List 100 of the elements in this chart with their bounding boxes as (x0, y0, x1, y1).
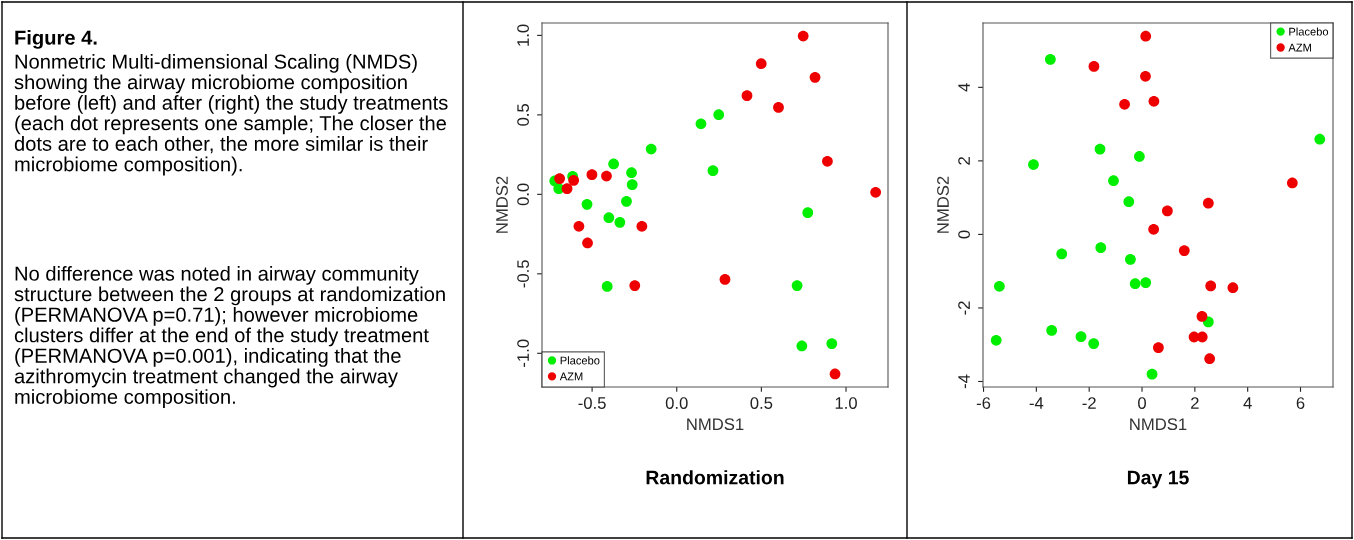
point (603, 212, 615, 224)
point (581, 198, 593, 210)
point (645, 143, 657, 155)
x-tick-label: 2 (1191, 397, 1199, 409)
y-tick-label: 1.0 (517, 24, 529, 46)
point (554, 173, 565, 184)
point (1129, 278, 1141, 290)
point (1205, 280, 1217, 292)
point (741, 90, 753, 102)
point (1108, 175, 1119, 187)
y-tick-label: -0.5 (517, 260, 529, 288)
point (1153, 342, 1164, 354)
point (586, 169, 598, 181)
y-tick-label: -4 (958, 374, 970, 389)
y-axis-title: NMDS2 (496, 176, 508, 233)
point (796, 340, 808, 352)
point (773, 102, 784, 113)
point (1202, 197, 1214, 209)
x-tick-label: 0.0 (665, 397, 688, 409)
caption: Figure 4. (15, 30, 97, 49)
legend-label: AZM (1288, 43, 1311, 52)
point (573, 220, 585, 232)
y-tick-label: 4 (958, 83, 970, 92)
x-tick-label: -0.5 (578, 397, 606, 409)
x-tick-label: 6 (1296, 397, 1305, 409)
point (561, 183, 573, 195)
point (1088, 338, 1100, 349)
point (1148, 223, 1160, 235)
point (791, 280, 803, 291)
point (626, 179, 638, 191)
point (826, 338, 838, 349)
point (582, 237, 593, 249)
legend-label: Placebo (560, 356, 600, 365)
point (1046, 325, 1058, 336)
point (1227, 282, 1239, 294)
point (994, 280, 1005, 292)
text: No difference was noted in airway community structure between the 2 groups at randomization (PERMANOVA p=0.71); however microbiome clusters differ at the end of the study treatment (PERMANOVA p=0.001), indicating that the azithromycin treatment changed the airway microbiome composition. (14, 266, 445, 408)
point (1314, 133, 1326, 145)
point (636, 220, 648, 232)
point (1088, 61, 1100, 72)
x-tick-label: 4 (1243, 397, 1252, 409)
point (1044, 54, 1056, 65)
text: Day 15 (1127, 470, 1189, 489)
point (1125, 254, 1136, 265)
point (1140, 30, 1152, 42)
point (990, 334, 1002, 346)
legend-label: Placebo (1289, 27, 1329, 36)
point (695, 118, 707, 130)
point (626, 167, 637, 179)
point (809, 71, 821, 83)
x-tick-label: -4 (1029, 397, 1044, 409)
point (601, 281, 613, 292)
point (1095, 242, 1107, 254)
point (621, 195, 632, 207)
text: Randomization (646, 470, 784, 485)
point (1286, 177, 1298, 189)
x-axis-title: NMDS1 (687, 418, 744, 431)
point (601, 170, 612, 182)
point (1123, 196, 1135, 208)
text: Nonmetric Multi-dimensional Scaling (NMDS) showing the airway microbiome composition before (left) and after (right) the study treatments (each dot represents one sample; The closer the dots are to each other, the more similar is their microbiome composition). (14, 54, 448, 176)
y-tick-label: -1.0 (517, 339, 529, 367)
point (719, 274, 731, 285)
point (1134, 151, 1145, 162)
point (1178, 245, 1190, 256)
point (713, 109, 725, 121)
point (1119, 98, 1130, 110)
legend-label: AZM (559, 372, 583, 381)
point (755, 58, 767, 70)
x-tick-label: -2 (1082, 397, 1096, 409)
x-axis-title: NMDS1 (1130, 418, 1187, 431)
point (870, 186, 882, 198)
y-tick-label: -2 (958, 301, 970, 315)
point (802, 207, 814, 219)
point (629, 280, 641, 291)
y-tick-label: 2 (958, 157, 970, 165)
point (1094, 143, 1106, 155)
x-tick-label: 0.5 (750, 397, 773, 409)
point (608, 158, 619, 170)
y-axis-title: NMDS2 (937, 176, 949, 233)
y-tick-label: 0.0 (517, 183, 529, 206)
x-tick-label: 0 (1138, 397, 1146, 409)
point (1204, 353, 1216, 365)
point (1056, 248, 1068, 260)
point (1148, 95, 1160, 107)
point (568, 174, 580, 186)
x-tick-label: 1.0 (835, 397, 857, 409)
y-tick-label: 0.5 (517, 103, 529, 126)
point (1140, 70, 1151, 82)
point (822, 155, 833, 167)
x-tick-label: -6 (976, 397, 991, 409)
point (1196, 311, 1208, 322)
point (1162, 205, 1173, 217)
point (614, 216, 626, 228)
point (707, 165, 719, 177)
point (1028, 159, 1039, 170)
point (797, 30, 809, 42)
point (829, 368, 841, 380)
point (1075, 331, 1087, 343)
y-tick-label: 0 (958, 230, 970, 239)
point (1146, 368, 1158, 380)
